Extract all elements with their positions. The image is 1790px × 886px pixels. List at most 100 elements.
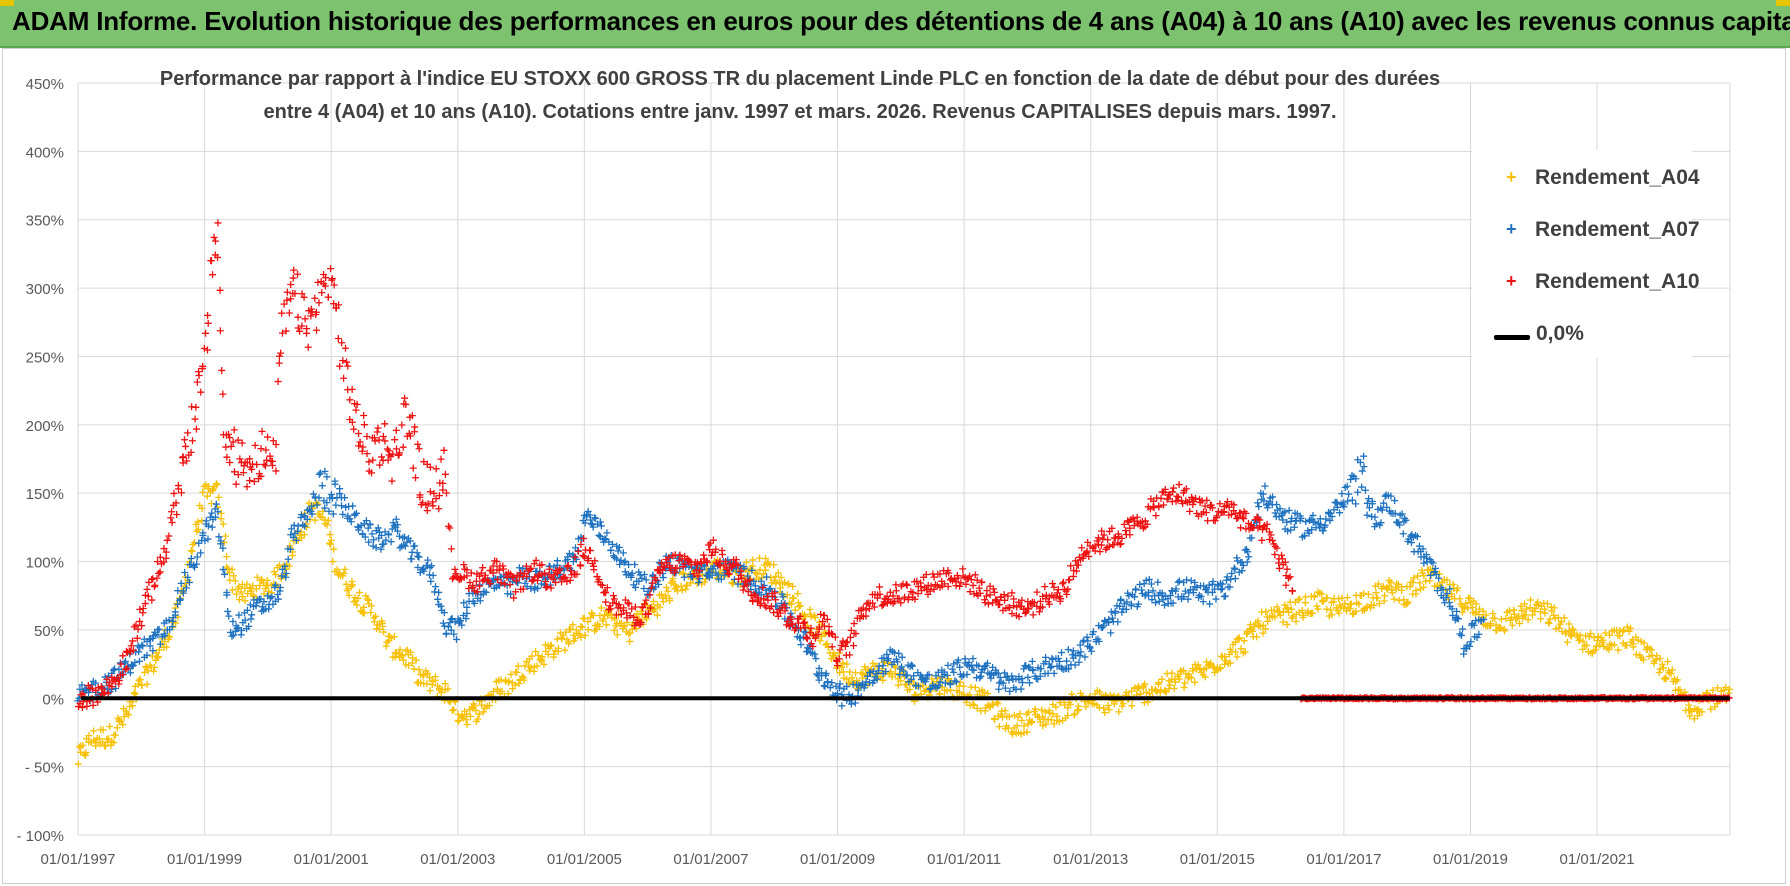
data-point [1050,669,1058,677]
data-point [1066,700,1074,708]
data-point [363,450,371,458]
data-point [489,688,497,696]
data-point [1655,668,1663,676]
data-point [898,663,906,671]
data-point [1364,590,1372,598]
data-point [372,544,380,552]
data-point [426,463,434,471]
data-point [1246,620,1254,628]
data-point [231,577,239,585]
data-point [1256,622,1264,630]
data-point [1420,583,1428,591]
data-point [520,674,528,682]
data-point [479,708,487,716]
data-point [241,597,249,605]
data-point [277,349,285,357]
data-point [260,590,268,598]
data-point [223,553,231,561]
data-point [396,646,404,654]
data-point [1232,648,1239,656]
data-point [1497,615,1505,623]
data-point [621,557,629,565]
data-point [838,702,846,710]
data-point [828,679,836,687]
data-point [429,498,437,506]
data-point [135,657,143,665]
data-point [1241,648,1249,656]
data-point [1380,499,1388,507]
data-point [779,593,787,601]
data-point [1128,702,1136,710]
data-point [1028,657,1036,665]
data-point [163,643,171,651]
data-point [1489,610,1497,618]
data-point [1166,681,1174,689]
data-point [1158,675,1166,683]
data-point [1659,664,1667,672]
data-point [1269,493,1277,501]
data-point [168,518,176,526]
data-point [1079,638,1087,646]
data-point [1024,673,1032,681]
data-point [903,581,911,589]
data-point [221,570,229,578]
data-point [506,581,514,589]
data-point [1391,497,1399,505]
data-point [355,430,363,438]
data-point [656,603,664,611]
data-point [1231,565,1239,573]
series-Rendement_A04 [74,480,1734,768]
data-point [1071,661,1079,669]
data-point [341,565,349,573]
data-point [1354,488,1362,496]
data-point [1554,614,1562,622]
data-point [534,584,542,592]
data-point [382,642,390,650]
data-point [1443,590,1451,598]
data-point [170,489,178,497]
data-point [1579,637,1587,645]
data-point [1234,557,1242,565]
data-point [589,523,597,531]
data-point [262,446,270,454]
data-point [177,579,185,587]
data-point [984,600,992,608]
data-point [748,566,756,574]
data-point [1627,624,1635,632]
data-point [1518,607,1526,615]
data-point [405,661,413,669]
data-point [762,566,770,574]
data-point [426,563,434,571]
data-point [399,656,407,664]
data-point [278,309,286,317]
data-point [1345,490,1353,498]
data-point [1476,605,1484,613]
data-point [150,667,158,675]
data-point [1216,664,1224,672]
data-point [846,668,854,676]
data-point [910,672,918,680]
data-point [99,726,107,734]
data-point [365,458,373,466]
data-point [154,653,162,661]
data-point [527,664,535,672]
data-point [1181,679,1189,687]
data-point [1501,627,1509,635]
data-point [110,739,118,747]
data-point [481,571,489,579]
data-point [362,592,370,600]
data-point [380,628,388,636]
data-point [584,626,592,634]
data-point [150,663,158,671]
data-point [1086,644,1094,652]
data-point [1456,630,1464,638]
data-point [1467,638,1475,646]
data-point [89,685,97,693]
data-point [391,436,399,444]
data-point [220,538,228,546]
data-point [637,607,645,615]
data-point [1009,730,1017,738]
data-point [101,689,109,697]
data-point [1047,664,1055,672]
data-point [1318,590,1326,598]
